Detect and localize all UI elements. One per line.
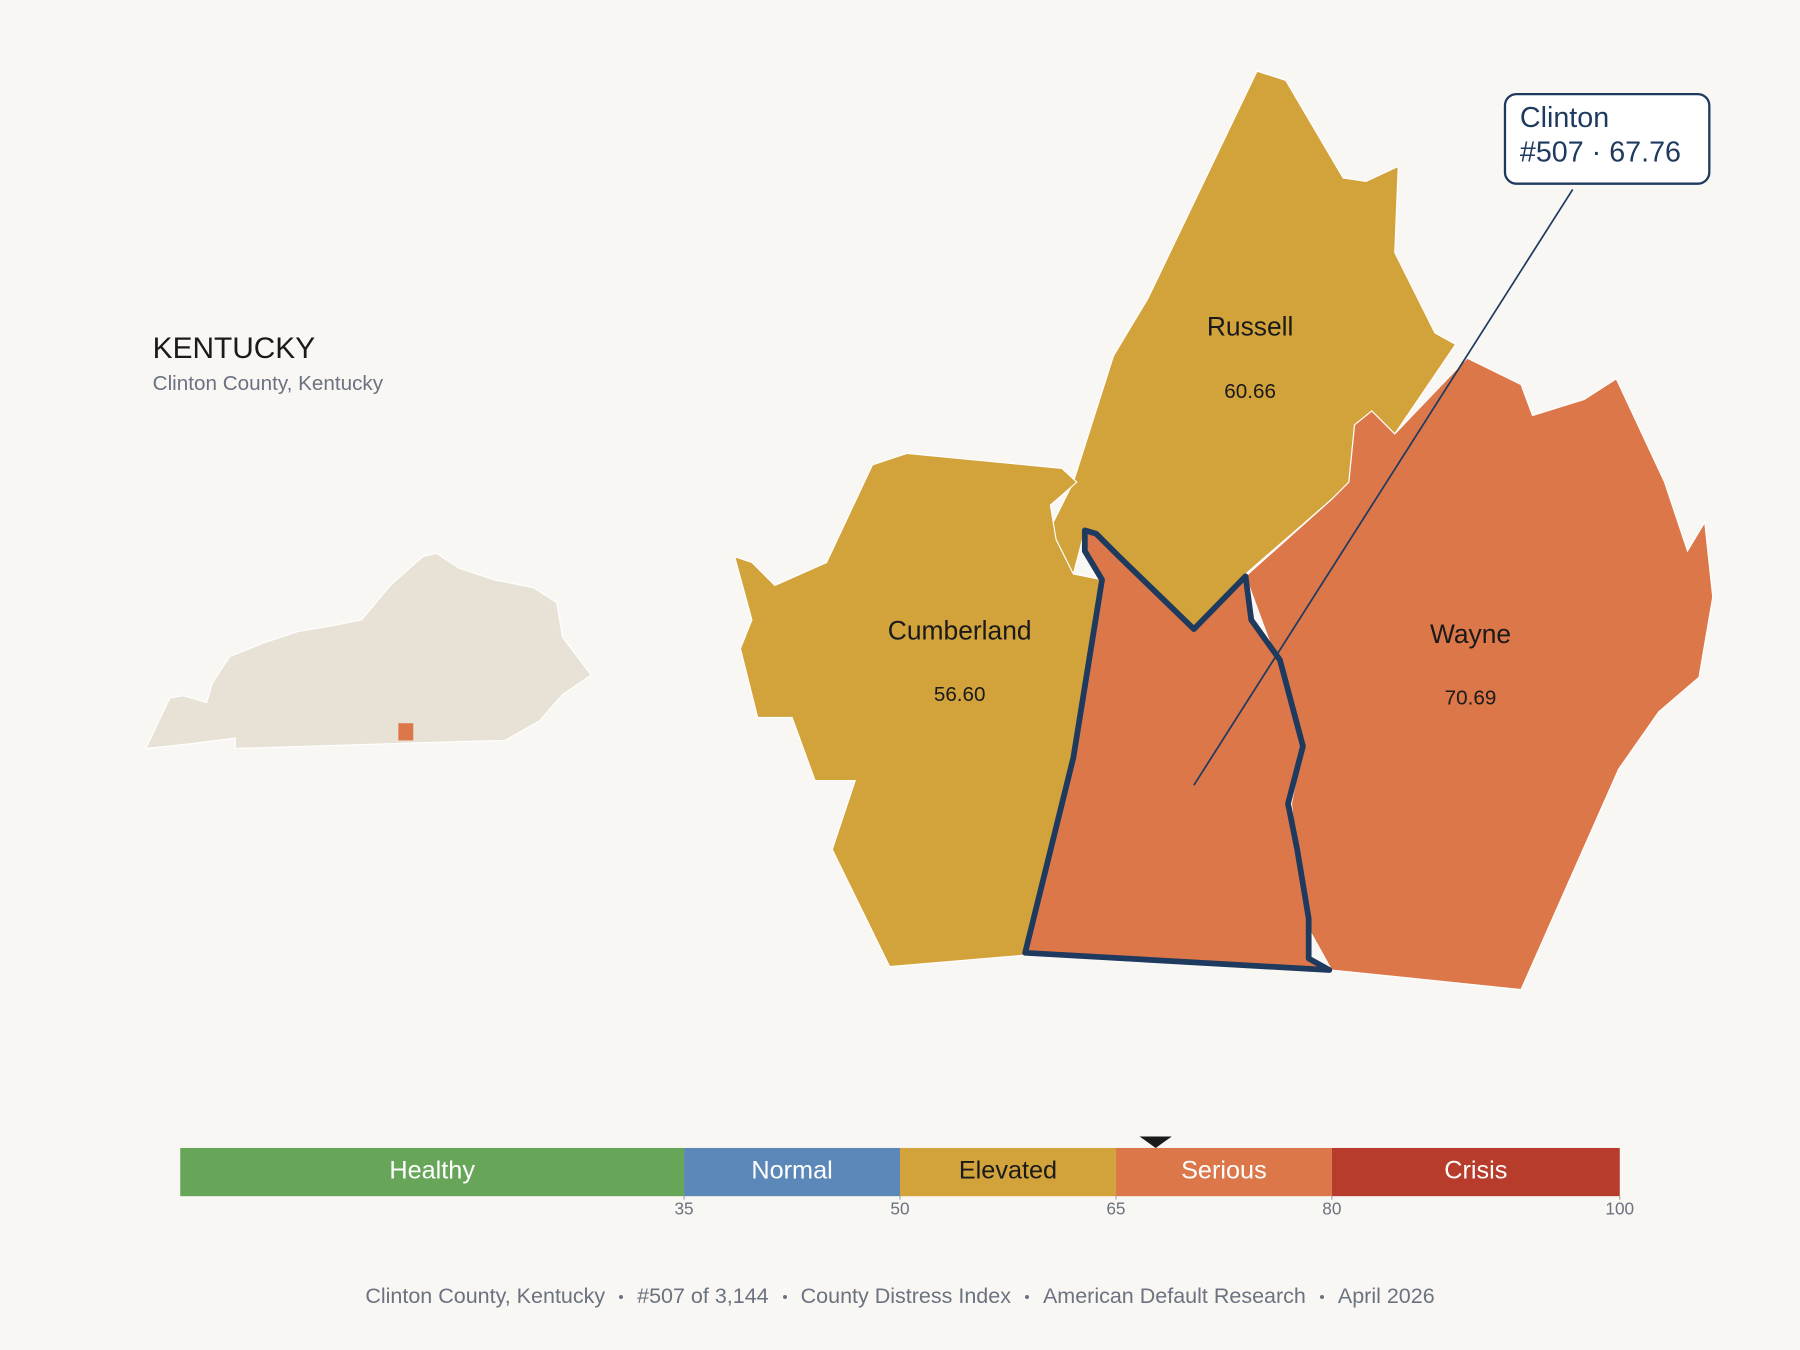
scale-tick-label: 65: [1106, 1198, 1125, 1218]
county-name: Russell: [1207, 311, 1294, 341]
scale-band-label: Healthy: [389, 1157, 475, 1185]
state-subtitle: Clinton County, Kentucky: [153, 372, 384, 395]
callout-box: [1503, 92, 1711, 185]
scale-band: [1115, 1147, 1332, 1197]
county-shape: [1244, 357, 1714, 991]
scale-band-label: Normal: [751, 1157, 832, 1185]
state-outline: [144, 552, 593, 750]
footer-item: Clinton County, Kentucky: [365, 1284, 606, 1308]
county-value: 70.69: [1445, 687, 1497, 710]
footer: Clinton County, Kentucky #507 of 3,144 Cou…: [0, 1284, 1800, 1309]
county-value: 56.60: [934, 683, 986, 706]
state-title: KENTUCKY: [153, 332, 316, 365]
focus-county: [1022, 527, 1333, 973]
scale-band: [900, 1147, 1116, 1197]
scale-marker: [1139, 1136, 1172, 1148]
footer-item: County Distress Index: [800, 1284, 1011, 1308]
county-name: Wayne: [1430, 619, 1511, 649]
scale-band: [180, 1147, 685, 1197]
scale-band: [684, 1147, 900, 1197]
scale-band-label: Crisis: [1444, 1157, 1507, 1185]
footer-separator: [619, 1294, 624, 1299]
callout-value: #507 · 67.76: [1520, 136, 1681, 168]
footer-separator: [1024, 1294, 1029, 1299]
callout-leader: [1193, 188, 1574, 786]
footer-item: #507 of 3,144: [637, 1284, 769, 1308]
scale-tick-label: 80: [1322, 1198, 1341, 1218]
footer-item: April 2026: [1337, 1284, 1435, 1308]
footer-item: American Default Research: [1042, 1284, 1306, 1308]
scale-bar: Healthy Normal Elevated Serious Crisis 35 50 65…: [180, 1136, 1634, 1218]
scale-tick-label: 100: [1605, 1198, 1634, 1218]
state-highlight: [398, 723, 414, 741]
scale-band-label: Elevated: [959, 1157, 1057, 1185]
footer-separator: [1319, 1294, 1324, 1299]
scale-tick-label: 35: [674, 1198, 693, 1218]
scale-band-label: Serious: [1181, 1157, 1267, 1185]
scale-band: [1331, 1147, 1620, 1197]
scale-tick-label: 50: [890, 1198, 909, 1218]
county-name: Cumberland: [888, 615, 1032, 645]
footer-separator: [782, 1294, 787, 1299]
county-value: 60.66: [1224, 380, 1276, 403]
callout-name: Clinton: [1520, 102, 1609, 134]
